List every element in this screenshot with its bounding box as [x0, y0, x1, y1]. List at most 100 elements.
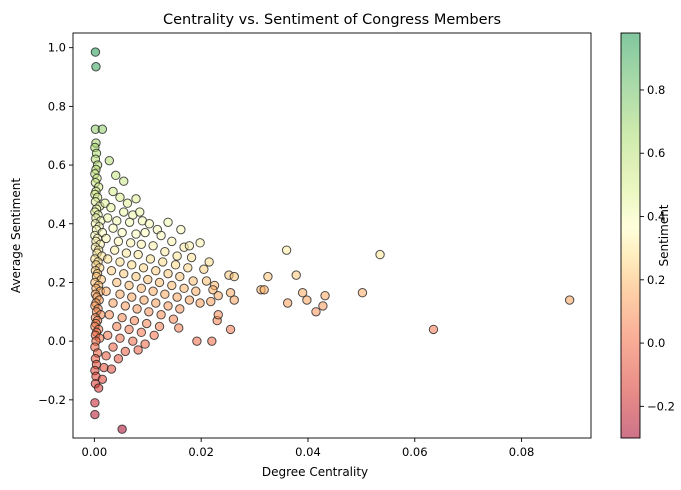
data-point: [428, 324, 439, 335]
data-point: [207, 336, 217, 346]
data-point: [148, 241, 158, 251]
data-point: [259, 285, 269, 295]
data-point: [115, 257, 125, 267]
data-point: [135, 207, 145, 217]
y-tick-label: 1.0: [48, 41, 66, 55]
data-point: [160, 289, 170, 299]
data-point: [148, 286, 158, 296]
data-point: [139, 295, 149, 305]
data-point: [133, 345, 143, 355]
colorbar-gradient: [621, 33, 640, 438]
data-point: [225, 288, 236, 298]
data-point: [113, 354, 124, 364]
y-tick-label: −0.2: [38, 393, 66, 407]
data-point: [144, 219, 155, 229]
x-tick-label: 0.04: [295, 445, 321, 459]
data-point: [172, 292, 182, 302]
data-point: [106, 266, 117, 276]
data-point: [101, 233, 111, 244]
data-point: [145, 254, 156, 264]
data-point: [225, 324, 236, 335]
data-point: [163, 268, 173, 279]
data-point: [112, 277, 122, 288]
data-point: [174, 323, 184, 333]
data-point: [133, 249, 143, 260]
data-point: [90, 47, 101, 57]
data-point: [184, 295, 195, 305]
data-point: [93, 383, 104, 393]
y-tick-label: 0.8: [48, 99, 66, 113]
data-point: [140, 339, 150, 349]
data-point: [188, 276, 198, 286]
data-point: [149, 330, 159, 340]
data-point: [120, 346, 131, 357]
data-point: [168, 314, 179, 324]
data-point: [282, 298, 293, 308]
chart-title: Centrality vs. Sentiment of Congress Mem…: [163, 12, 501, 28]
data-point: [195, 298, 205, 308]
colorbar-tick-label: −0.2: [647, 399, 675, 413]
y-tick-label: 0.0: [48, 334, 66, 348]
data-point: [291, 270, 301, 280]
data-point: [144, 307, 154, 317]
data-point: [108, 223, 118, 233]
data-point: [129, 315, 140, 326]
data-point: [131, 194, 141, 204]
data-point: [115, 192, 125, 203]
data-point: [167, 280, 177, 291]
data-point: [124, 280, 134, 291]
data-point: [170, 260, 181, 270]
colorbar-label: Sentiment: [657, 204, 671, 266]
data-point: [154, 321, 165, 332]
data-point: [183, 263, 193, 273]
y-tick-label: 0.6: [48, 158, 66, 172]
data-point: [97, 124, 108, 134]
data-point: [104, 155, 115, 166]
data-point: [122, 198, 133, 208]
y-axis-label: Average Sentiment: [9, 178, 23, 293]
data-point: [90, 409, 100, 420]
data-point: [375, 249, 385, 260]
data-point: [140, 227, 150, 238]
data-point: [156, 230, 166, 241]
data-point: [179, 283, 189, 294]
y-axis-ticks: −0.2 0.0 0.2 0.4 0.6 0.8 1.0: [38, 41, 73, 407]
data-point: [117, 424, 127, 434]
colorbar-ticks: −0.2 0.0 0.2 0.4 0.6 0.8: [640, 83, 675, 413]
x-axis-ticks: 0.00 0.02 0.04 0.06 0.08: [82, 438, 534, 459]
data-point: [106, 202, 116, 213]
data-point: [320, 290, 330, 301]
data-point: [141, 318, 152, 329]
data-point: [115, 289, 125, 299]
data-point: [154, 277, 165, 288]
data-point: [90, 398, 100, 408]
data-point: [175, 271, 185, 282]
data-point: [101, 286, 111, 296]
data-point: [160, 246, 170, 257]
colorbar-tick-label: 0.0: [647, 336, 665, 350]
data-point: [117, 312, 127, 323]
data-point: [192, 336, 202, 346]
data-point: [163, 301, 173, 311]
plot-frame: [72, 32, 592, 439]
data-point: [112, 216, 122, 226]
data-point: [167, 236, 177, 247]
data-point: [263, 271, 273, 282]
data-point: [163, 217, 173, 227]
data-point: [151, 266, 161, 276]
x-axis-label: Degree Centrality: [262, 465, 368, 479]
data-point: [108, 186, 118, 197]
colorbar-frame: [620, 32, 641, 439]
data-point: [199, 264, 209, 274]
data-point: [131, 271, 141, 282]
data-point: [103, 330, 113, 340]
data-point: [125, 238, 136, 248]
data-point: [311, 307, 321, 317]
colorbar-tick-label: 0.8: [647, 83, 665, 97]
data-point: [151, 298, 161, 308]
data-point: [97, 374, 108, 384]
data-point: [132, 304, 142, 314]
x-tick-label: 0.06: [402, 445, 428, 459]
data-point: [138, 263, 149, 273]
